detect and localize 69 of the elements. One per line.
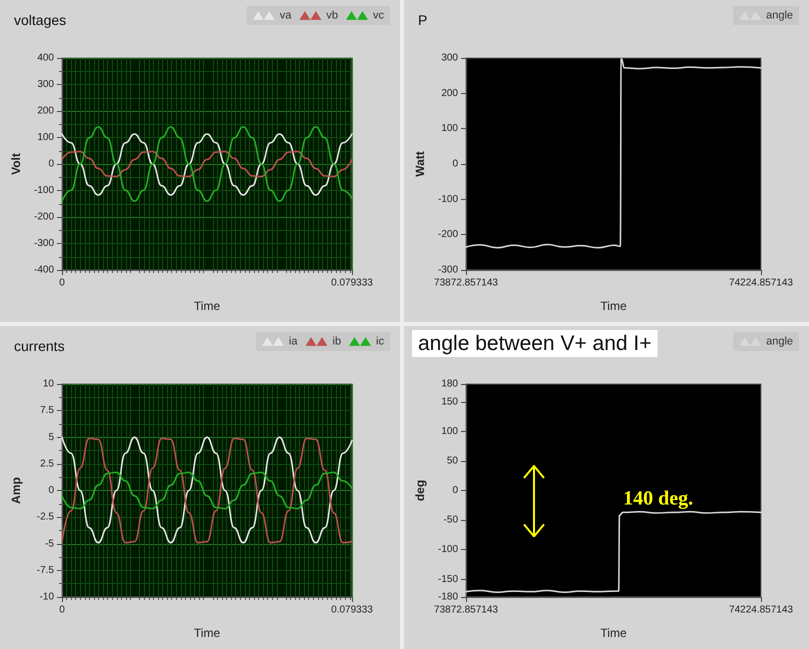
y-tick-label: 0 bbox=[452, 158, 458, 170]
y-tick-label: 0 bbox=[48, 485, 54, 496]
y-tick-label: 400 bbox=[37, 52, 54, 64]
y-tick-label: -200 bbox=[34, 212, 54, 222]
chart-title: angle between V+ and I+ bbox=[418, 332, 652, 355]
y-tick-label: -100 bbox=[34, 185, 54, 196]
x-tick-label: 0.079333 bbox=[331, 604, 374, 616]
chart-title: P bbox=[418, 12, 428, 28]
y-tick-label: 10 bbox=[42, 378, 54, 390]
x-tick-label: 73872.857143 bbox=[434, 604, 498, 616]
y-tick-label: -400 bbox=[34, 264, 54, 276]
legend-label: ib bbox=[332, 336, 342, 348]
y-tick-label: -5 bbox=[45, 538, 54, 550]
y-tick-label: -300 bbox=[438, 264, 458, 276]
y-tick-label: 5 bbox=[48, 432, 54, 443]
y-tick-label: -100 bbox=[438, 544, 458, 556]
y-tick-label: 180 bbox=[441, 378, 458, 390]
y-axis-title: Amp bbox=[9, 477, 23, 504]
legend-label: ia bbox=[288, 336, 298, 348]
y-tick-label: -180 bbox=[438, 592, 458, 602]
y-tick-label: 7.5 bbox=[40, 405, 54, 416]
line-series bbox=[61, 126, 353, 202]
x-tick-label: 74224.857143 bbox=[729, 278, 794, 288]
legend-label: ic bbox=[376, 336, 384, 348]
y-tick-label: 100 bbox=[37, 132, 54, 143]
legend-label: vc bbox=[373, 10, 384, 22]
y-tick-label: 0 bbox=[452, 485, 458, 496]
y-tick-label: 50 bbox=[446, 455, 458, 466]
y-tick-label: 150 bbox=[441, 396, 458, 408]
y-tick-label: -150 bbox=[438, 574, 458, 585]
legend-label: angle bbox=[766, 10, 794, 22]
legend-label: vb bbox=[326, 10, 338, 22]
y-tick-label: -300 bbox=[34, 238, 54, 249]
y-tick-label: 300 bbox=[441, 52, 458, 64]
x-tick-label: 0.079333 bbox=[331, 278, 374, 288]
y-tick-label: 100 bbox=[441, 426, 458, 437]
line-series bbox=[465, 58, 762, 248]
x-axis-title: Time bbox=[600, 299, 627, 313]
x-tick-label: 0 bbox=[59, 604, 66, 616]
y-tick-label: -2.5 bbox=[36, 512, 54, 523]
y-axis-title: Volt bbox=[9, 153, 23, 175]
y-tick-label: -10 bbox=[40, 592, 54, 602]
x-tick-label: 0 bbox=[59, 278, 66, 288]
y-tick-label: 200 bbox=[441, 88, 458, 99]
y-axis-title: deg bbox=[413, 480, 427, 502]
y-tick-label: 300 bbox=[37, 79, 54, 90]
annotation: 140 deg. bbox=[623, 487, 694, 510]
x-axis-title: Time bbox=[194, 299, 220, 313]
x-tick-label: 73872.857143 bbox=[434, 278, 498, 288]
line-series bbox=[61, 150, 353, 178]
legend-label: va bbox=[280, 10, 292, 22]
y-tick-label: -50 bbox=[444, 514, 458, 526]
chart-title: currents bbox=[14, 338, 65, 354]
chart-title: voltages bbox=[14, 12, 66, 28]
y-tick-label: -200 bbox=[438, 229, 458, 240]
y-tick-label: 200 bbox=[37, 106, 54, 116]
x-tick-label: 74224.857143 bbox=[729, 604, 794, 616]
y-tick-label: 2.5 bbox=[40, 458, 54, 470]
legend-label: angle bbox=[766, 336, 794, 348]
x-axis-title: Time bbox=[194, 626, 220, 640]
y-tick-label: -100 bbox=[438, 194, 458, 205]
y-tick-label: -7.5 bbox=[36, 564, 54, 576]
y-tick-label: 100 bbox=[441, 123, 458, 134]
x-axis-title: Time bbox=[600, 626, 627, 640]
line-series bbox=[465, 511, 762, 594]
line-series bbox=[61, 133, 353, 196]
line-series bbox=[61, 472, 353, 510]
y-axis-title: Watt bbox=[413, 151, 427, 177]
y-tick-label: 0 bbox=[48, 158, 54, 170]
